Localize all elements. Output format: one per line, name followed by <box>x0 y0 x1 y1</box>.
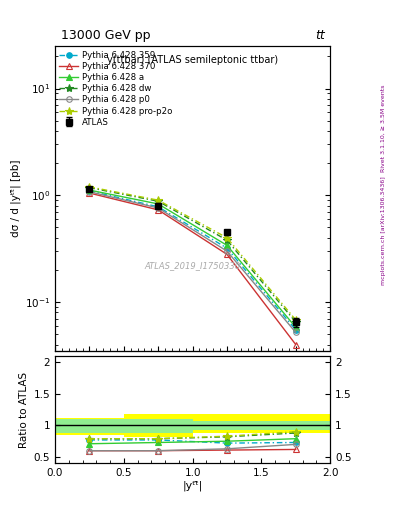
Pythia 6.428 359 <box>293 327 298 333</box>
Pythia 6.428 359 <box>87 188 92 194</box>
Line: Pythia 6.428 dw: Pythia 6.428 dw <box>85 183 300 326</box>
Pythia 6.428 pro-p2o <box>225 234 230 241</box>
Line: Pythia 6.428 359: Pythia 6.428 359 <box>86 188 299 333</box>
Text: ATLAS_2019_I1750330: ATLAS_2019_I1750330 <box>145 261 241 270</box>
Text: mcplots.cern.ch [arXiv:1306.3436]: mcplots.cern.ch [arXiv:1306.3436] <box>381 176 386 285</box>
Pythia 6.428 pro-p2o <box>156 197 161 203</box>
Pythia 6.428 p0 <box>293 329 298 335</box>
Pythia 6.428 370 <box>156 207 161 213</box>
Line: Pythia 6.428 a: Pythia 6.428 a <box>86 187 299 330</box>
Pythia 6.428 370 <box>87 190 92 196</box>
Pythia 6.428 359 <box>156 204 161 210</box>
Y-axis label: dσ / d |yᵗᵗ̄| [pb]: dσ / d |yᵗᵗ̄| [pb] <box>10 160 20 237</box>
Pythia 6.428 dw <box>156 198 161 204</box>
Text: y(ttbar) (ATLAS semileptonic ttbar): y(ttbar) (ATLAS semileptonic ttbar) <box>107 55 278 65</box>
Pythia 6.428 p0 <box>87 188 92 195</box>
Line: Pythia 6.428 370: Pythia 6.428 370 <box>86 190 299 347</box>
Pythia 6.428 370 <box>293 342 298 348</box>
Text: Rivet 3.1.10, ≥ 3.5M events: Rivet 3.1.10, ≥ 3.5M events <box>381 84 386 172</box>
Pythia 6.428 a <box>293 324 298 330</box>
Pythia 6.428 a <box>87 187 92 193</box>
Pythia 6.428 a <box>225 242 230 248</box>
Pythia 6.428 359 <box>225 245 230 251</box>
Pythia 6.428 dw <box>225 237 230 243</box>
Pythia 6.428 a <box>156 201 161 207</box>
Text: 13000 GeV pp: 13000 GeV pp <box>61 29 150 41</box>
Y-axis label: Ratio to ATLAS: Ratio to ATLAS <box>19 372 29 447</box>
Pythia 6.428 dw <box>293 319 298 325</box>
Text: tt: tt <box>315 29 325 41</box>
Pythia 6.428 pro-p2o <box>293 317 298 323</box>
Pythia 6.428 p0 <box>225 248 230 254</box>
Line: Pythia 6.428 pro-p2o: Pythia 6.428 pro-p2o <box>85 183 300 324</box>
Pythia 6.428 370 <box>225 251 230 258</box>
Legend: Pythia 6.428 359, Pythia 6.428 370, Pythia 6.428 a, Pythia 6.428 dw, Pythia 6.42: Pythia 6.428 359, Pythia 6.428 370, Pyth… <box>58 49 174 129</box>
Line: Pythia 6.428 p0: Pythia 6.428 p0 <box>86 189 299 335</box>
Pythia 6.428 pro-p2o <box>87 184 92 190</box>
Pythia 6.428 dw <box>87 184 92 190</box>
Pythia 6.428 p0 <box>156 205 161 211</box>
X-axis label: |yᵗᵗ̄|: |yᵗᵗ̄| <box>182 481 203 492</box>
